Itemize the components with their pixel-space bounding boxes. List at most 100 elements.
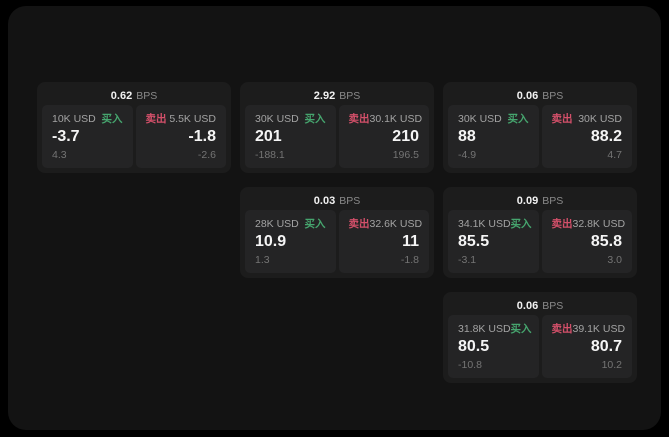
spread-value: 0.09: [516, 195, 539, 207]
spread-header: 0.06 BPS: [448, 86, 632, 105]
buy-side-label: 买入: [101, 113, 123, 125]
sell-price: 11: [402, 233, 419, 250]
quote-card-grid: 0.62 BPS 10K USD 买入 -3.7 4.3 卖出: [37, 82, 637, 383]
buy-delta: -3.1: [458, 254, 477, 266]
buy-panel-top: 30K USD 买入: [255, 113, 326, 125]
app-window: 0.62 BPS 10K USD 买入 -3.7 4.3 卖出: [8, 6, 661, 430]
buy-size: 34.1K USD: [458, 218, 511, 230]
sell-price: 88.2: [590, 128, 622, 145]
spread-unit-label: BPS: [542, 90, 564, 102]
sell-price: 210: [392, 128, 419, 145]
sell-panel-top: 卖出 5.5K USD: [146, 113, 217, 125]
sell-delta: 3.0: [607, 254, 622, 266]
sell-delta: 10.2: [601, 359, 622, 371]
sell-delta: -2.6: [197, 149, 216, 161]
sell-side-label: 卖出: [348, 113, 370, 125]
sell-price: 85.8: [590, 233, 622, 250]
buy-side-label: 买入: [304, 113, 326, 125]
spread-header: 0.09 BPS: [448, 191, 632, 210]
buy-panel-top: 30K USD 买入: [458, 113, 529, 125]
sell-side-label: 卖出: [551, 218, 573, 230]
quote-card: 0.03 BPS 28K USD 买入 10.9 1.3 卖出: [240, 187, 434, 278]
buy-panel[interactable]: 30K USD 买入 88 -4.9: [448, 105, 539, 168]
quote-panels: 28K USD 买入 10.9 1.3 卖出 32.6K USD 11 -1.8: [245, 210, 429, 273]
quote-card: 2.92 BPS 30K USD 买入 201 -188.1 卖出: [240, 82, 434, 173]
sell-panel[interactable]: 卖出 30K USD 88.2 4.7: [541, 105, 632, 168]
spread-unit-label: BPS: [136, 90, 158, 102]
buy-panel[interactable]: 34.1K USD 买入 85.5 -3.1: [448, 210, 539, 273]
spread-header: 0.06 BPS: [448, 296, 632, 315]
buy-delta: -10.8: [458, 359, 482, 371]
sell-panel-top: 卖出 30.1K USD: [348, 113, 423, 125]
quote-panels: 30K USD 买入 88 -4.9 卖出 30K USD 88.2 4.7: [448, 105, 632, 168]
buy-size: 31.8K USD: [458, 323, 511, 335]
sell-price: -1.8: [188, 128, 216, 145]
sell-delta: 196.5: [392, 149, 419, 161]
spread-unit-label: BPS: [542, 300, 564, 312]
buy-panel-top: 10K USD 买入: [52, 113, 123, 125]
sell-size: 32.6K USD: [369, 218, 423, 230]
buy-delta: -4.9: [458, 149, 477, 161]
buy-price: 10.9: [255, 233, 287, 250]
quote-panels: 34.1K USD 买入 85.5 -3.1 卖出 32.8K USD 85.8…: [448, 210, 632, 273]
buy-size: 28K USD: [255, 218, 299, 230]
buy-panel[interactable]: 30K USD 买入 201 -188.1: [245, 105, 336, 168]
buy-panel-top: 31.8K USD 买入: [458, 323, 532, 335]
buy-delta: 4.3: [52, 149, 67, 161]
buy-size: 30K USD: [255, 113, 299, 125]
sell-panel-top: 卖出 39.1K USD: [551, 323, 626, 335]
buy-panel[interactable]: 10K USD 买入 -3.7 4.3: [42, 105, 133, 168]
quote-panels: 10K USD 买入 -3.7 4.3 卖出 5.5K USD -1.8 -2.…: [42, 105, 226, 168]
buy-size: 30K USD: [458, 113, 502, 125]
sell-panel[interactable]: 卖出 32.8K USD 85.8 3.0: [541, 210, 632, 273]
buy-side-label: 买入: [510, 323, 532, 335]
sell-delta: -1.8: [400, 254, 419, 266]
spread-value: 0.03: [313, 195, 336, 207]
buy-panel[interactable]: 31.8K USD 买入 80.5 -10.8: [448, 315, 539, 378]
spread-header: 0.03 BPS: [245, 191, 429, 210]
spread-value: 2.92: [313, 90, 336, 102]
sell-size: 5.5K USD: [169, 113, 216, 125]
quote-panels: 31.8K USD 买入 80.5 -10.8 卖出 39.1K USD 80.…: [448, 315, 632, 378]
sell-size: 30K USD: [578, 113, 622, 125]
sell-panel[interactable]: 卖出 39.1K USD 80.7 10.2: [541, 315, 632, 378]
buy-price: 80.5: [458, 338, 490, 355]
sell-panel[interactable]: 卖出 30.1K USD 210 196.5: [338, 105, 429, 168]
sell-delta: 4.7: [607, 149, 622, 161]
spread-unit-label: BPS: [339, 90, 361, 102]
buy-panel[interactable]: 28K USD 买入 10.9 1.3: [245, 210, 336, 273]
sell-panel[interactable]: 卖出 32.6K USD 11 -1.8: [338, 210, 429, 273]
buy-size: 10K USD: [52, 113, 96, 125]
spread-unit-label: BPS: [339, 195, 361, 207]
sell-panel[interactable]: 卖出 5.5K USD -1.8 -2.6: [135, 105, 226, 168]
quote-card: 0.06 BPS 30K USD 买入 88 -4.9 卖出: [443, 82, 637, 173]
quote-panels: 30K USD 买入 201 -188.1 卖出 30.1K USD 210 1…: [245, 105, 429, 168]
buy-side-label: 买入: [507, 113, 529, 125]
buy-price: 201: [255, 128, 282, 145]
buy-price: 88: [458, 128, 476, 145]
spread-unit-label: BPS: [542, 195, 564, 207]
quote-card: 0.06 BPS 31.8K USD 买入 80.5 -10.8 卖出: [443, 292, 637, 383]
quote-card: 0.09 BPS 34.1K USD 买入 85.5 -3.1 卖出: [443, 187, 637, 278]
sell-panel-top: 卖出 32.6K USD: [348, 218, 423, 230]
spread-value: 0.62: [110, 90, 133, 102]
sell-side-label: 卖出: [551, 113, 573, 125]
buy-panel-top: 28K USD 买入: [255, 218, 326, 230]
quote-card: 0.62 BPS 10K USD 买入 -3.7 4.3 卖出: [37, 82, 231, 173]
sell-price: 80.7: [590, 338, 622, 355]
sell-side-label: 卖出: [145, 113, 167, 125]
sell-size: 32.8K USD: [572, 218, 626, 230]
sell-size: 30.1K USD: [369, 113, 423, 125]
sell-side-label: 卖出: [348, 218, 370, 230]
buy-delta: 1.3: [255, 254, 270, 266]
sell-panel-top: 卖出 30K USD: [552, 113, 623, 125]
buy-side-label: 买入: [304, 218, 326, 230]
spread-value: 0.06: [516, 300, 539, 312]
spread-header: 0.62 BPS: [42, 86, 226, 105]
buy-delta: -188.1: [255, 149, 285, 161]
sell-side-label: 卖出: [551, 323, 573, 335]
spread-header: 2.92 BPS: [245, 86, 429, 105]
buy-price: -3.7: [52, 128, 80, 145]
spread-value: 0.06: [516, 90, 539, 102]
